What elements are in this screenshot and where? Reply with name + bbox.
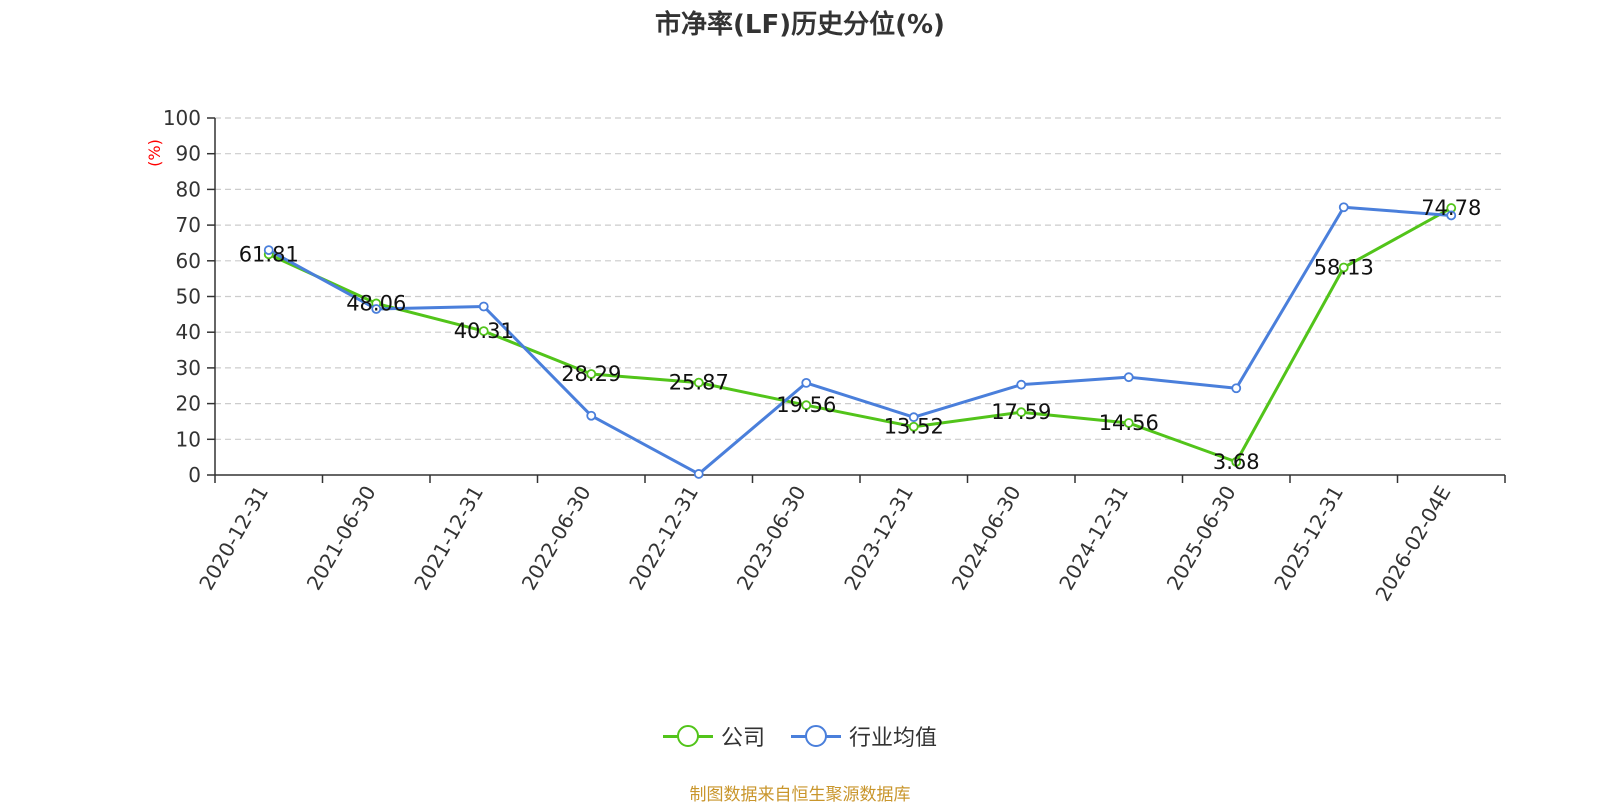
y-tick-label: 40 xyxy=(176,320,201,344)
x-tick-label: 2022-06-30 xyxy=(517,482,596,595)
industry-point xyxy=(263,245,274,255)
source-note: 制图数据来自恒生聚源数据库 xyxy=(689,785,911,805)
industry-point xyxy=(1123,372,1134,383)
y-tick-label: 70 xyxy=(176,213,201,237)
company-data-label: 13.52 xyxy=(884,415,944,439)
company-data-label: 58.13 xyxy=(1314,255,1374,279)
legend-item-industry[interactable]: 行业均值 xyxy=(791,720,937,752)
industry-point xyxy=(908,412,919,423)
axes: 0 10 20 30 40 50 60 70 80 90 100 (%) 2020-12-31 2021-… xyxy=(145,106,1506,606)
x-tick-label: 2024-12-31 xyxy=(1054,482,1133,595)
company-point xyxy=(478,326,489,336)
y-tick-label: 10 xyxy=(176,427,201,451)
x-tick-label: 2025-12-31 xyxy=(1269,482,1348,595)
x-tick-label: 2023-06-30 xyxy=(732,482,811,595)
chart-title: 市净率(LF)历史分位(%) xyxy=(655,10,945,40)
company-data-label: 25.87 xyxy=(669,371,729,395)
legend: 公司 行业均值 xyxy=(0,720,1600,752)
company-point xyxy=(1338,262,1349,273)
company-data-label: 48.06 xyxy=(346,291,406,315)
company-data-label: 40.31 xyxy=(454,319,514,343)
company-point xyxy=(801,400,812,411)
legend-item-company[interactable]: 公司 xyxy=(662,720,765,752)
company-data-label: 74.78 xyxy=(1421,196,1481,220)
company-point xyxy=(1123,418,1134,428)
industry-point xyxy=(1016,379,1027,390)
industry-point xyxy=(1231,383,1242,394)
industry-point xyxy=(693,469,704,479)
x-tick-label: 2022-12-31 xyxy=(624,482,703,595)
x-tick-label: 2026-02-04E xyxy=(1370,482,1455,606)
company-point xyxy=(586,369,597,379)
company-data-label: 28.29 xyxy=(561,362,621,386)
legend-company-label: 公司 xyxy=(720,726,765,751)
company-point xyxy=(1231,456,1242,467)
y-tick-label: 0 xyxy=(188,463,201,487)
company-point xyxy=(1016,407,1027,418)
series-lines xyxy=(263,202,1457,479)
company-point xyxy=(693,377,704,388)
company-data-label: 61.81 xyxy=(239,242,299,266)
y-tick-label: 20 xyxy=(176,392,201,416)
industry-point xyxy=(586,410,597,421)
y-tick-label: 90 xyxy=(176,142,201,166)
y-tick-label: 30 xyxy=(176,356,201,380)
y-tick-label: 50 xyxy=(176,285,201,309)
company-data-label: 17.59 xyxy=(991,400,1051,424)
industry-point xyxy=(801,377,812,388)
company-data-label: 19.56 xyxy=(776,393,836,417)
legend-industry-marker-icon xyxy=(791,721,841,751)
legend-industry-label: 行业均值 xyxy=(849,726,938,751)
company-series-line xyxy=(268,206,1452,464)
y-axis-label: (%) xyxy=(145,139,164,167)
legend-company-marker-icon xyxy=(662,721,713,751)
x-tick-label: 2021-12-31 xyxy=(409,482,488,595)
industry-point xyxy=(1446,210,1457,221)
company-data-label: 3.68 xyxy=(1213,450,1260,474)
y-tick-label: 100 xyxy=(163,106,201,130)
x-tick-label: 2023-12-31 xyxy=(839,482,918,595)
company-data-label: 14.56 xyxy=(1099,411,1159,435)
industry-series-line xyxy=(268,205,1452,476)
y-tick-label: 60 xyxy=(176,249,201,273)
x-tick-label: 2021-06-30 xyxy=(302,482,381,595)
industry-point xyxy=(478,301,489,312)
industry-point xyxy=(371,304,382,314)
data-labels: 61.81 48.06 40.31 28.29 25.87 19.56 13.52 17.59… xyxy=(239,196,1482,474)
y-tick-label: 80 xyxy=(176,177,201,201)
company-point xyxy=(908,421,919,432)
x-tick-label: 2020-12-31 xyxy=(194,482,273,595)
industry-point xyxy=(1338,202,1349,213)
x-tick-label: 2025-06-30 xyxy=(1162,482,1241,595)
x-tick-label: 2024-06-30 xyxy=(947,482,1026,595)
grid-lines xyxy=(215,117,1505,440)
